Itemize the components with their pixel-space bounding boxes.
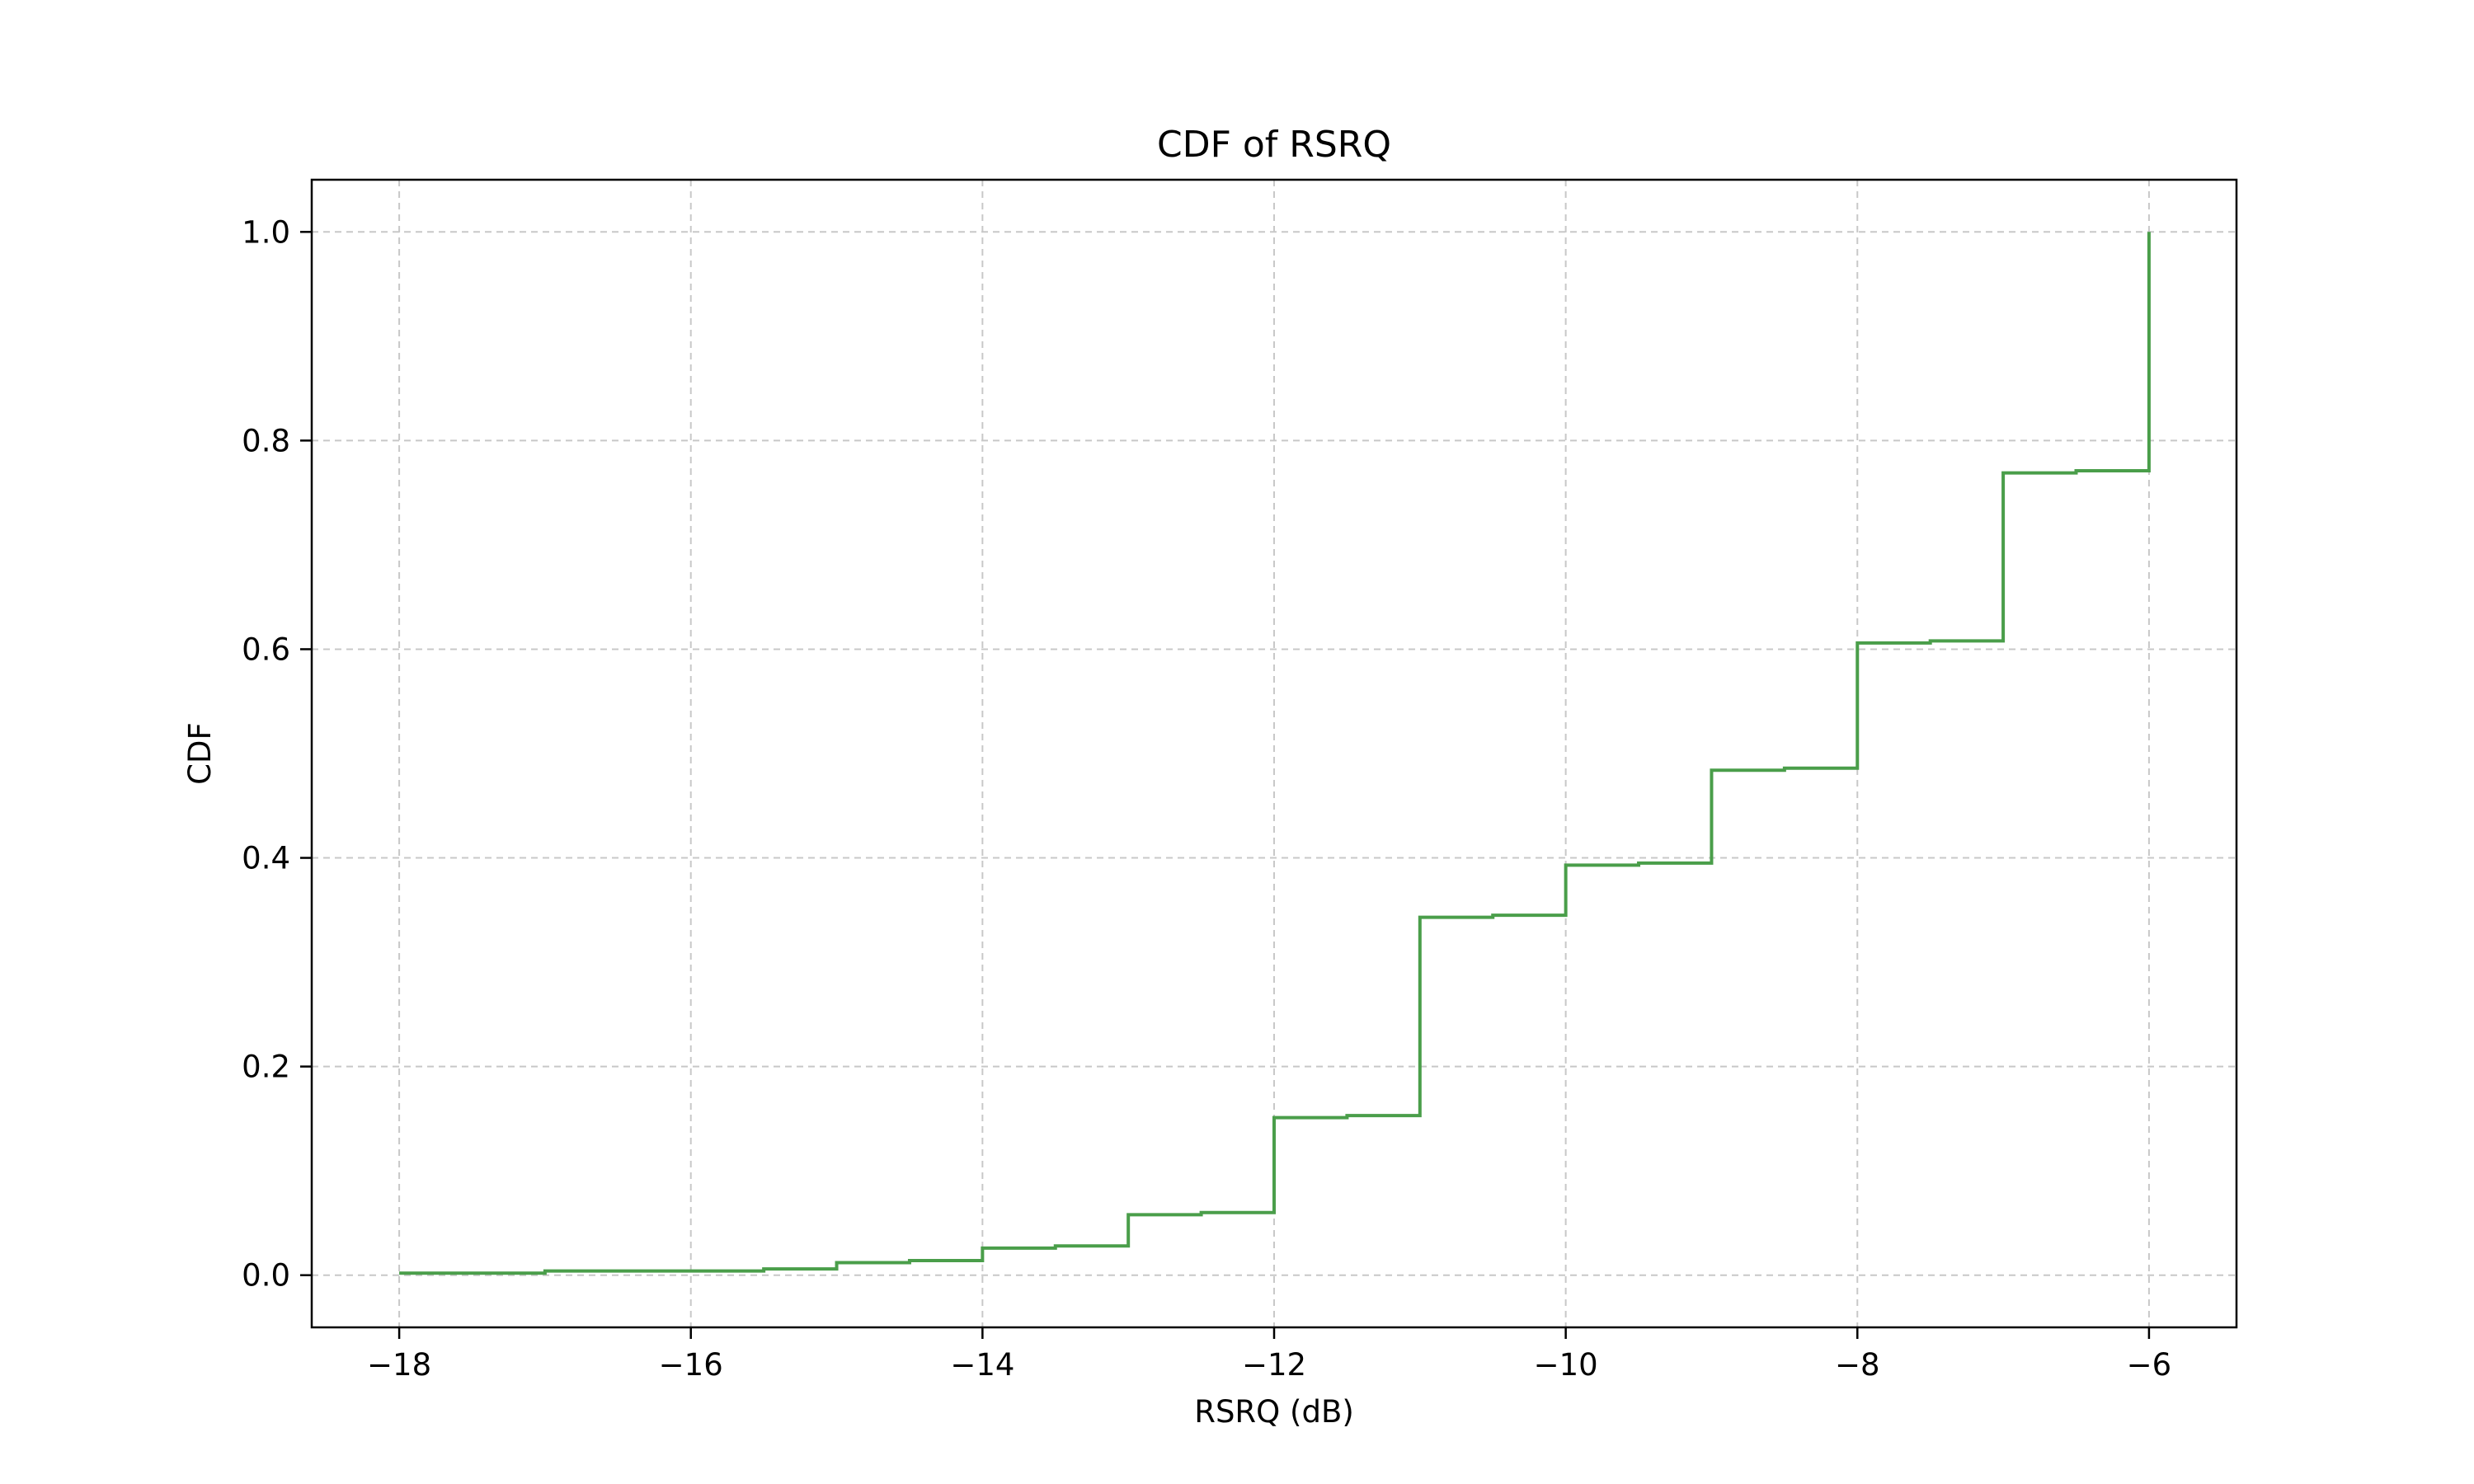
y-axis-label: CDF [182, 722, 218, 785]
x-tick-label: −12 [1242, 1347, 1306, 1383]
x-tick-label: −6 [2127, 1347, 2172, 1383]
axis-ticks: −18 −16 −14 −12 −10 −8 −6 0.0 0.2 0.4 0.6 0.8 1.0 [242, 214, 2171, 1383]
y-tick-label: 0.0 [242, 1258, 290, 1294]
x-tick-label: −18 [367, 1347, 431, 1383]
x-tick-label: −8 [1835, 1347, 1880, 1383]
y-tick-label: 0.2 [242, 1050, 290, 1085]
x-axis-label: RSRQ (dB) [1194, 1394, 1354, 1430]
y-tick-label: 1.0 [242, 214, 290, 250]
y-tick-label: 0.4 [242, 841, 290, 876]
cdf-series-line [399, 232, 2151, 1275]
series-layer [399, 232, 2151, 1275]
chart-title: CDF of RSRQ [1157, 124, 1391, 166]
x-tick-label: −14 [950, 1347, 1014, 1383]
x-tick-label: −16 [659, 1347, 723, 1383]
y-tick-label: 0.6 [242, 632, 290, 667]
x-tick-label: −10 [1534, 1347, 1598, 1383]
y-tick-label: 0.8 [242, 423, 290, 458]
